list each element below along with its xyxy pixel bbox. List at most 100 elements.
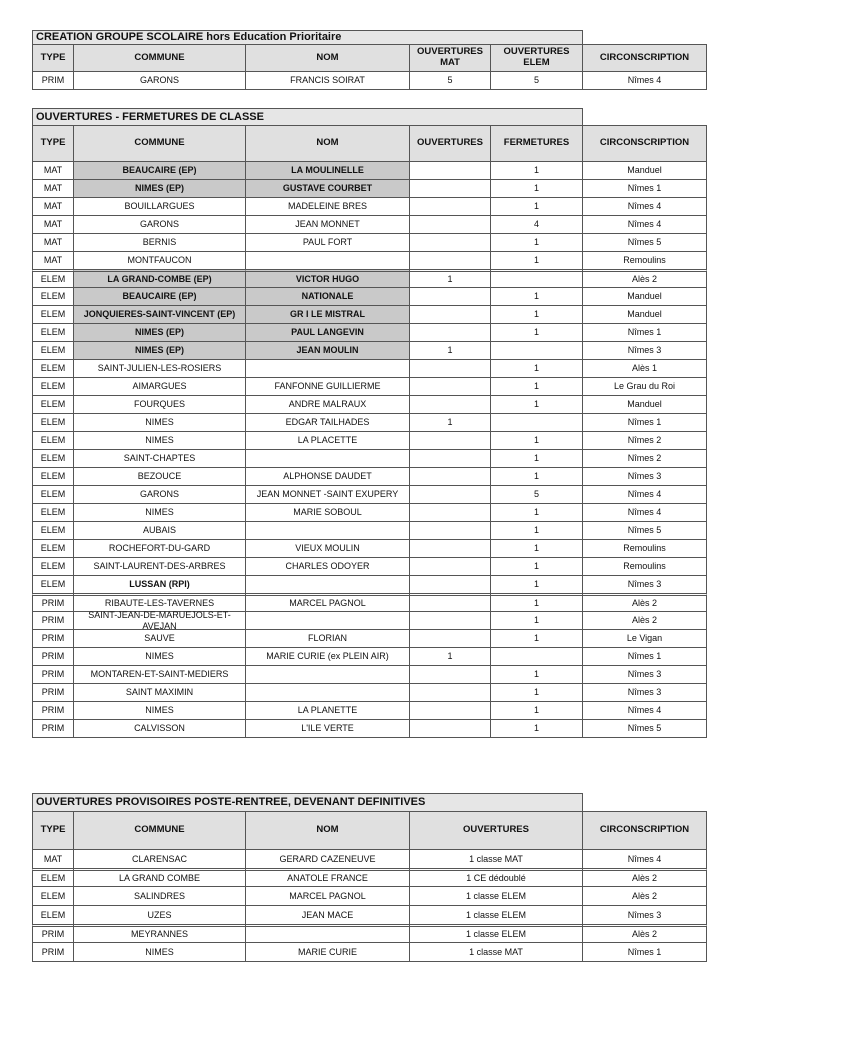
column-header: NOM: [245, 811, 410, 850]
table-cell: 4: [490, 215, 583, 234]
table-cell: 1: [490, 359, 583, 378]
column-header: CIRCONSCRIPTION: [582, 44, 707, 72]
table-cell: 1: [490, 539, 583, 558]
table-cell: CLARENSAC: [73, 849, 246, 869]
table-cell: [409, 431, 491, 450]
table-cell: 1: [490, 449, 583, 468]
column-header: OUVERTURES: [409, 125, 491, 162]
table-cell: 1: [490, 467, 583, 486]
table-cell: ELEM: [32, 341, 74, 360]
table-cell: Nîmes 3: [582, 905, 707, 925]
table-cell: 1: [490, 431, 583, 450]
table-cell: [245, 449, 410, 468]
table-cell: [409, 287, 491, 306]
table-cell: Alès 2: [582, 867, 707, 888]
table-cell: LUSSAN (RPI): [73, 575, 246, 594]
table-cell: [409, 683, 491, 702]
table-cell: PRIM: [32, 647, 74, 666]
table-cell: UZES: [73, 905, 246, 925]
table-cell: GR I LE MISTRAL: [245, 305, 410, 324]
table-cell: Nîmes 3: [582, 467, 707, 486]
table-cell: NIMES: [73, 413, 246, 432]
table-cell: Manduel: [582, 161, 707, 180]
table-cell: Nîmes 4: [582, 503, 707, 522]
table-cell: RIBAUTE-LES-TAVERNES: [73, 593, 246, 612]
table-cell: NIMES: [73, 942, 246, 962]
column-header: NOM: [245, 125, 410, 162]
table-cell: 5: [490, 485, 583, 504]
table-cell: Alès 2: [582, 269, 707, 288]
table-cell: Nîmes 5: [582, 521, 707, 540]
section-title: OUVERTURES PROVISOIRES POSTE-RENTREE, DE…: [32, 793, 583, 812]
table-cell: 1: [490, 521, 583, 540]
table-cell: 1: [490, 683, 583, 702]
table-cell: Nîmes 1: [582, 179, 707, 198]
table-cell: 1: [490, 305, 583, 324]
section-title: CREATION GROUPE SCOLAIRE hors Education …: [32, 30, 583, 45]
table-cell: ELEM: [32, 467, 74, 486]
table-cell: FANFONNE GUILLIERME: [245, 377, 410, 396]
table-cell: AIMARGUES: [73, 377, 246, 396]
table-cell: PAUL FORT: [245, 233, 410, 252]
table-cell: NIMES: [73, 647, 246, 666]
table-cell: ROCHEFORT-DU-GARD: [73, 539, 246, 558]
table-cell: ELEM: [32, 503, 74, 522]
table-cell: Remoulins: [582, 539, 707, 558]
column-header: NOM: [245, 44, 410, 72]
column-header: COMMUNE: [73, 125, 246, 162]
table-cell: ANATOLE FRANCE: [245, 867, 410, 888]
column-header: COMMUNE: [73, 44, 246, 72]
table-cell: 1: [490, 395, 583, 414]
table-cell: [490, 413, 583, 432]
table-cell: PRIM: [32, 923, 74, 944]
table-cell: Remoulins: [582, 557, 707, 576]
table-cell: ELEM: [32, 287, 74, 306]
table-cell: SAINT-LAURENT-DES-ARBRES: [73, 557, 246, 576]
table-cell: L'ILE VERTE: [245, 719, 410, 738]
table-cell: [409, 395, 491, 414]
column-header: TYPE: [32, 44, 74, 72]
column-header: TYPE: [32, 811, 74, 850]
column-header: TYPE: [32, 125, 74, 162]
table-cell: Nîmes 1: [582, 942, 707, 962]
table-cell: Nîmes 5: [582, 719, 707, 738]
table-cell: Nîmes 2: [582, 431, 707, 450]
column-header: CIRCONSCRIPTION: [582, 811, 707, 850]
table-cell: LA PLACETTE: [245, 431, 410, 450]
table-cell: [409, 449, 491, 468]
table-cell: PRIM: [32, 683, 74, 702]
table-cell: [409, 179, 491, 198]
table-cell: 1: [490, 287, 583, 306]
table-cell: GUSTAVE COURBET: [245, 179, 410, 198]
table-cell: JEAN MONNET: [245, 215, 410, 234]
table-cell: 1: [409, 269, 491, 288]
table-cell: BERNIS: [73, 233, 246, 252]
table-cell: ELEM: [32, 539, 74, 558]
table-cell: CALVISSON: [73, 719, 246, 738]
column-header: COMMUNE: [73, 811, 246, 850]
table-cell: Remoulins: [582, 251, 707, 270]
table-cell: [409, 521, 491, 540]
table-cell: FOURQUES: [73, 395, 246, 414]
table-cell: Manduel: [582, 305, 707, 324]
table-cell: GARONS: [73, 215, 246, 234]
table-cell: [245, 521, 410, 540]
table-cell: 1 classe ELEM: [409, 905, 583, 925]
table-cell: MARIE CURIE (ex PLEIN AIR): [245, 647, 410, 666]
table-cell: [409, 575, 491, 594]
table-cell: [409, 305, 491, 324]
table-cell: NIMES (EP): [73, 179, 246, 198]
table-cell: Le Vigan: [582, 629, 707, 648]
table-cell: ELEM: [32, 867, 74, 888]
table-cell: ANDRE MALRAUX: [245, 395, 410, 414]
table-cell: VIEUX MOULIN: [245, 539, 410, 558]
table-cell: 1: [490, 719, 583, 738]
table-cell: [490, 341, 583, 360]
table-cell: LA GRAND COMBE: [73, 867, 246, 888]
table-cell: NATIONALE: [245, 287, 410, 306]
table-cell: BOUILLARGUES: [73, 197, 246, 216]
table-cell: ELEM: [32, 377, 74, 396]
table-cell: LA MOULINELLE: [245, 161, 410, 180]
table-cell: 1 classe MAT: [409, 849, 583, 869]
table-cell: SAINT-CHAPTES: [73, 449, 246, 468]
